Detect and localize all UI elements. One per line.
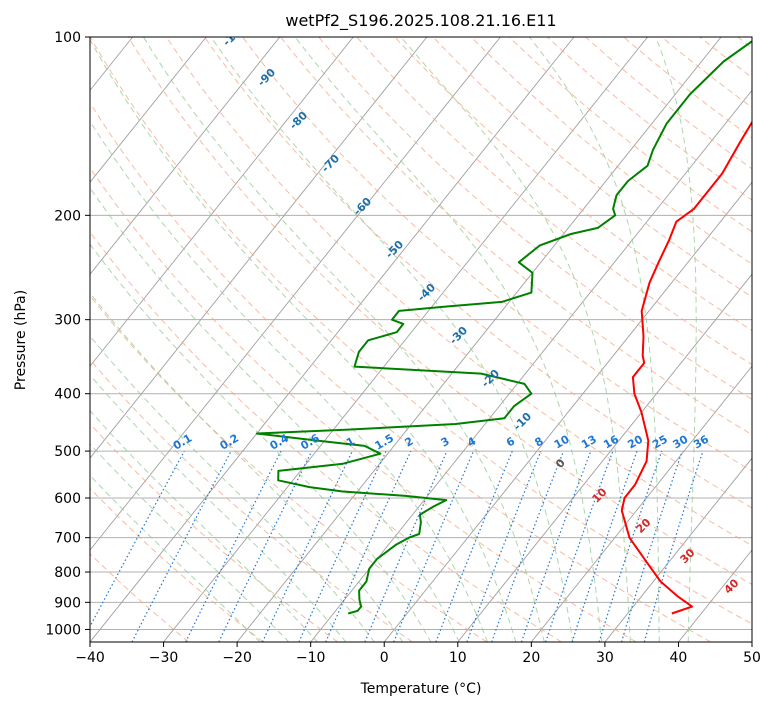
dewpoint-profile-line [255,39,752,615]
moist-adiabat-line [529,37,660,642]
y-tick-label: 600 [54,491,81,507]
mixing-ratio-line [598,450,663,642]
x-tick-label: 50 [743,650,761,666]
isotherm-line [457,273,752,642]
dry-adiabat-line [90,102,712,642]
isotherm-line [90,37,501,551]
x-axis-title: Temperature (°C) [360,681,482,697]
mixing-ratio-line [218,450,313,642]
dry-adiabat-line [90,231,562,642]
dry-adiabat-line [90,167,637,642]
moist-adiabat-line [400,37,631,642]
mixing-ratio-line [491,450,565,642]
moist-adiabat-line [90,374,347,642]
isotherm-line [90,37,354,367]
plot-frame [89,36,753,643]
temperature-profile-line [620,120,752,615]
mixing-ratio-line [643,450,704,642]
x-tick-label: −10 [296,650,326,666]
mixing-ratio-line [466,450,542,642]
dry-adiabat-line [242,37,752,472]
x-tick-label: −40 [75,650,105,666]
mixing-ratio-line [435,450,513,642]
y-tick-label: 700 [54,531,81,547]
y-tick-label: 500 [54,444,81,460]
moist-adiabat-line [90,292,404,642]
y-tick-label: 900 [54,595,81,611]
moist-adiabat-line [90,443,290,642]
isotherm-line [90,37,207,183]
isotherm-line [90,37,281,275]
y-tick-label: 300 [54,313,81,329]
moist-adiabat-line [90,120,488,642]
x-tick-label: −30 [149,650,179,666]
y-tick-label: 400 [54,387,81,403]
dry-adiabat-line [470,37,752,265]
isotherm-line [236,37,722,642]
dry-adiabat-line [165,37,752,547]
moist-adiabat-line [210,37,574,642]
y-axis-title: Pressure (hPa) [13,290,29,390]
dry-adiabat-line [90,295,488,642]
y-tick-label: 1000 [45,622,81,638]
chart-title: wetPf2_S196.2025.108.21.16.E11 [285,11,556,31]
series-layer [255,39,752,615]
y-tick-label: 200 [54,208,81,224]
isotherm-line [383,181,752,642]
mixing-ratio-line [621,450,683,642]
dry-adiabat-line [280,37,752,436]
moist-adiabat-line [294,37,603,642]
dry-adiabat-line [394,37,752,332]
y-tick-label: 100 [54,30,81,46]
x-tick-label: 0 [380,650,389,666]
mixing-ratio-line [545,450,614,642]
x-tick-label: −20 [222,650,252,666]
isotherm-line [163,37,648,642]
mixing-ratio-line [90,450,185,628]
dry-adiabat-line [204,37,752,509]
x-tick-label: 20 [522,650,540,666]
x-tick-label: 10 [449,650,467,666]
isotherm-line [604,457,752,642]
isotherm-line [530,365,752,642]
mixing-ratio-line [393,450,475,642]
mixing-ratio-line [520,450,592,642]
adiabat-label: -100 [220,20,249,49]
mixing-ratio-line [185,450,282,642]
moist-adiabat-line [90,335,375,642]
isotherm-line [90,37,428,459]
dry-adiabat-line [432,37,752,298]
moist-adiabat-line [90,187,460,642]
moist-adiabat-line [90,474,261,642]
dry-adiabat-line [585,37,752,170]
isotherm-line [90,37,575,642]
axis-layer: −40 −30 −20 −10 0 10 20 30 40 50 100 200 300 400 500 60… [45,30,761,666]
moist-adiabat-line [143,37,545,642]
dry-adiabat-line [90,37,752,625]
moist-adiabat-line [90,38,517,642]
x-tick-label: 30 [596,650,614,666]
dry-adiabat-line [90,422,339,642]
y-tick-label: 800 [54,565,81,581]
mixing-ratio-line [571,450,638,642]
mixing-ratio-line [364,450,448,642]
x-tick-label: 40 [670,650,688,666]
grid-layer [90,37,752,642]
moist-adiabat-line [655,37,697,642]
